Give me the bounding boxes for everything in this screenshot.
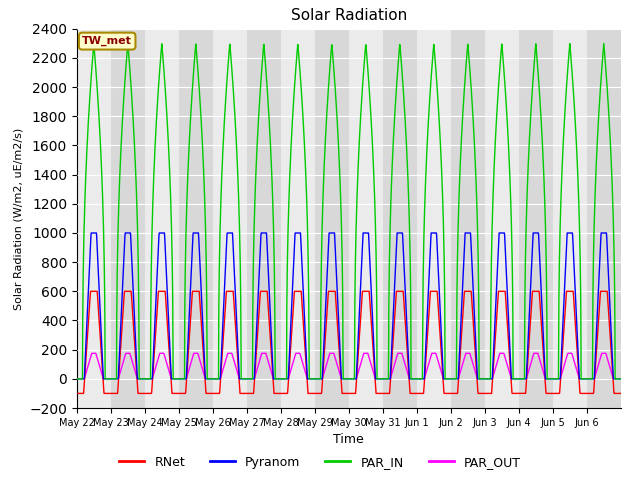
Title: Solar Radiation: Solar Radiation <box>291 9 407 24</box>
Bar <box>145 29 179 408</box>
Bar <box>383 29 417 408</box>
Bar <box>417 29 451 408</box>
Bar <box>212 29 247 408</box>
Bar <box>451 29 485 408</box>
Bar <box>179 29 212 408</box>
Bar <box>315 29 349 408</box>
Bar <box>485 29 519 408</box>
X-axis label: Time: Time <box>333 433 364 446</box>
Bar <box>77 29 111 408</box>
Bar <box>111 29 145 408</box>
Legend: RNet, Pyranom, PAR_IN, PAR_OUT: RNet, Pyranom, PAR_IN, PAR_OUT <box>115 451 525 474</box>
Bar <box>281 29 315 408</box>
Bar <box>349 29 383 408</box>
Bar <box>247 29 281 408</box>
Bar <box>519 29 553 408</box>
Y-axis label: Solar Radiation (W/m2, uE/m2/s): Solar Radiation (W/m2, uE/m2/s) <box>13 127 24 310</box>
Bar <box>587 29 621 408</box>
Bar <box>553 29 587 408</box>
Text: TW_met: TW_met <box>82 36 132 46</box>
